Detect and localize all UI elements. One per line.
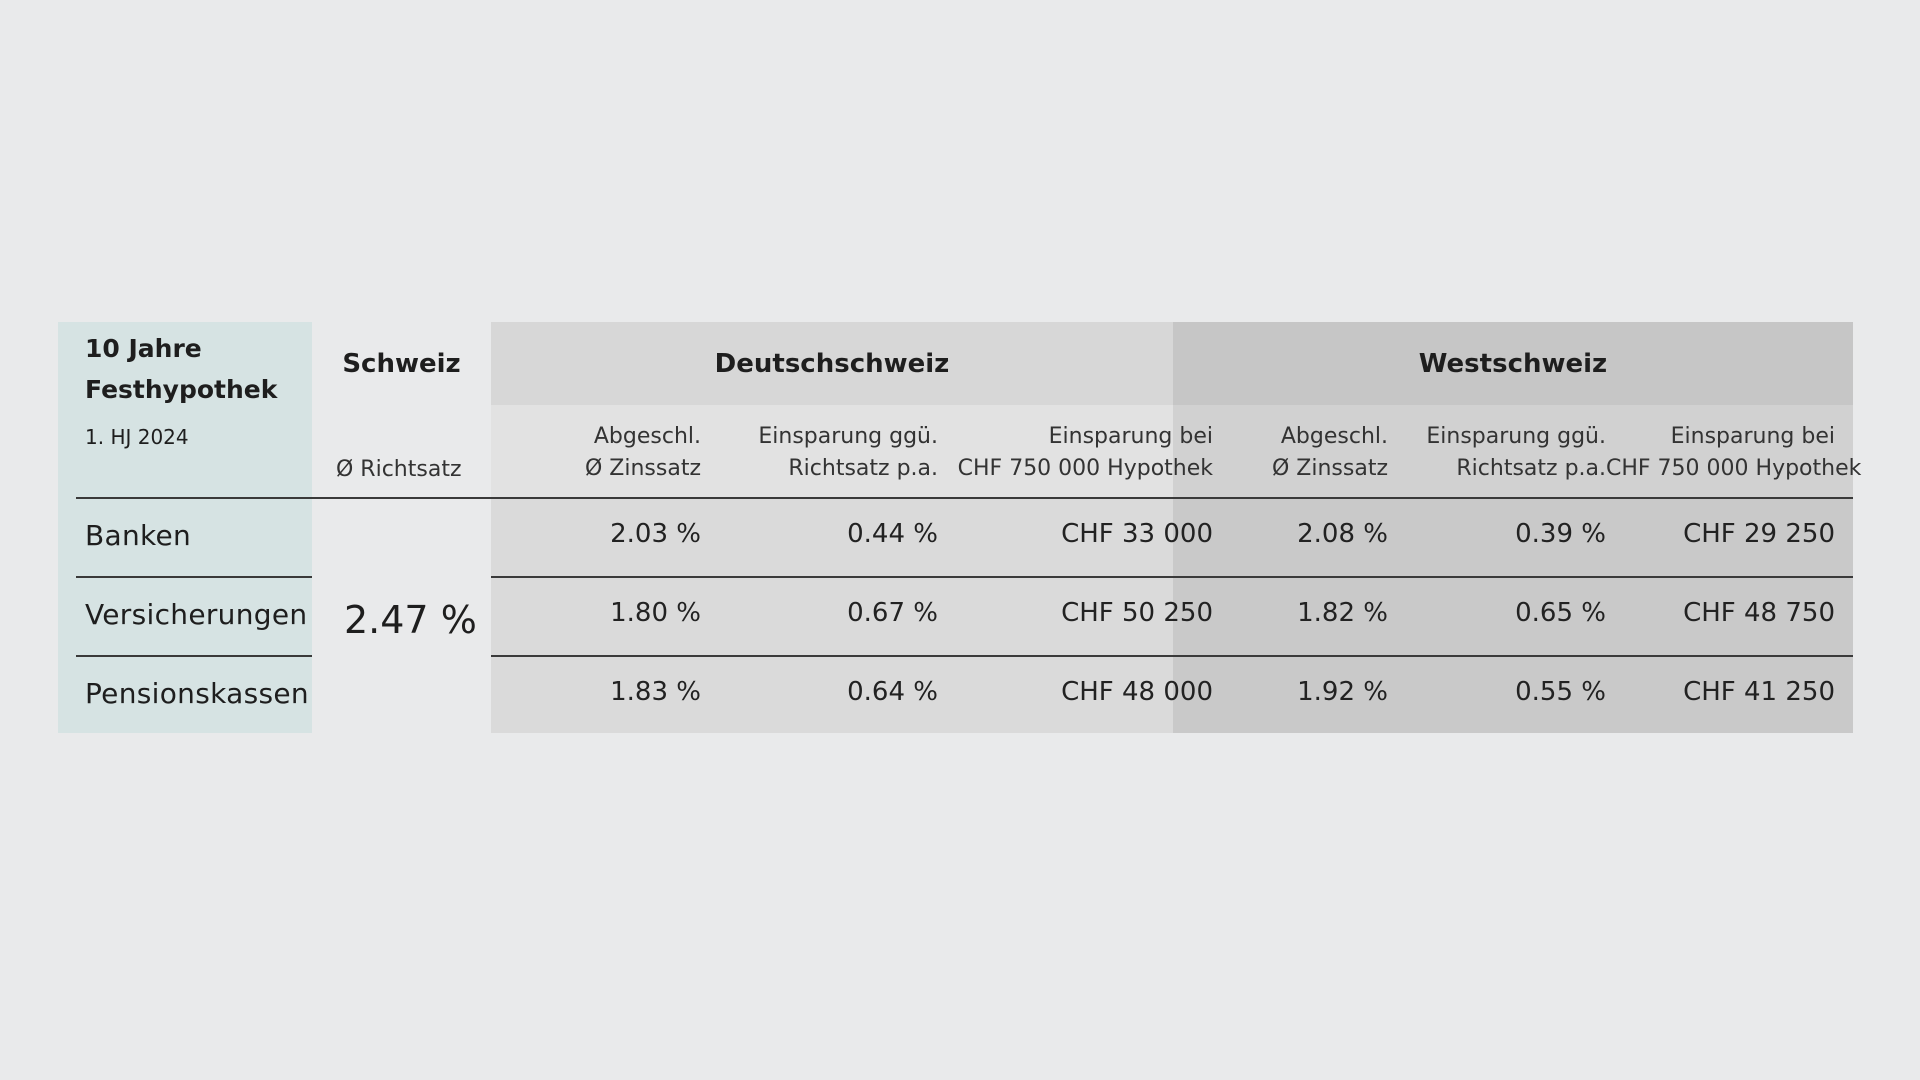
row-label-banken: Banken xyxy=(85,519,192,552)
subheader-line: Einsparung bei xyxy=(1670,424,1835,449)
table-title-line: 10 Jahre xyxy=(85,334,202,363)
westschweiz-subheader-background xyxy=(1173,405,1853,498)
group-header-schweiz: Schweiz xyxy=(342,349,461,379)
subheader-line: Ø Zinssatz xyxy=(584,456,701,481)
row-label-versicherungen: Versicherungen xyxy=(85,598,308,631)
cell-banken-de-einsparung-pa: 0.44 % xyxy=(847,519,938,549)
hypothek-table: 10 Jahre Festhypothek 1. HJ 2024 Schweiz… xyxy=(58,322,1862,733)
deutschschweiz-subheader-background xyxy=(491,405,1173,498)
subheader-line: Abgeschl. xyxy=(1280,424,1388,449)
cell-pensionskassen-ws-zinssatz: 1.92 % xyxy=(1297,677,1388,707)
cell-pensionskassen-de-einsparung-chf: CHF 48 000 xyxy=(1061,677,1213,707)
table-title-line: Festhypothek xyxy=(85,375,278,404)
header-divider xyxy=(76,497,1853,499)
cell-pensionskassen-ws-einsparung-pa: 0.55 % xyxy=(1515,677,1606,707)
cell-versicherungen-de-einsparung-pa: 0.67 % xyxy=(847,598,938,628)
cell-pensionskassen-de-einsparung-pa: 0.64 % xyxy=(847,677,938,707)
row-divider xyxy=(76,655,312,657)
cell-versicherungen-de-einsparung-chf: CHF 50 250 xyxy=(1061,598,1213,628)
subheader-line: Einsparung ggü. xyxy=(1426,424,1606,449)
period-label: 1. HJ 2024 xyxy=(85,425,189,449)
deutschschweiz-header-background xyxy=(491,322,1173,405)
cell-versicherungen-ws-einsparung-pa: 0.65 % xyxy=(1515,598,1606,628)
subheader-einsparung-chf-ws: Einsparung bei CHF 750 000 Hypothek xyxy=(1606,421,1862,485)
subheader-line: CHF 750 000 Hypothek xyxy=(957,456,1213,481)
cell-banken-de-zinssatz: 2.03 % xyxy=(610,519,701,549)
cell-pensionskassen-ws-einsparung-chf: CHF 41 250 xyxy=(1683,677,1835,707)
cell-versicherungen-ws-zinssatz: 1.82 % xyxy=(1297,598,1388,628)
group-header-westschweiz: Westschweiz xyxy=(1418,349,1608,379)
subheader-line: Ø Zinssatz xyxy=(1271,456,1388,481)
schweiz-richtsatz-value: 2.47 % xyxy=(344,598,477,642)
subheader-line: Abgeschl. xyxy=(593,424,701,449)
group-header-deutschschweiz: Deutschschweiz xyxy=(714,349,950,379)
row-divider xyxy=(76,576,312,578)
subheader-line: CHF 750 000 Hypothek xyxy=(1606,456,1862,481)
subheader-zinssatz-de: Abgeschl. Ø Zinssatz xyxy=(491,421,701,485)
subheader-zinssatz-ws: Abgeschl. Ø Zinssatz xyxy=(1173,421,1388,485)
subheader-line: Richtsatz p.a. xyxy=(1456,456,1606,481)
subheader-einsparung-chf-de: Einsparung bei CHF 750 000 Hypothek xyxy=(938,421,1213,485)
subheader-einsparung-pa-de: Einsparung ggü. Richtsatz p.a. xyxy=(701,421,938,485)
subheader-line: Einsparung ggü. xyxy=(758,424,938,449)
subheader-einsparung-pa-ws: Einsparung ggü. Richtsatz p.a. xyxy=(1388,421,1606,485)
subheader-line: Richtsatz p.a. xyxy=(788,456,938,481)
cell-banken-ws-zinssatz: 2.08 % xyxy=(1297,519,1388,549)
cell-banken-ws-einsparung-pa: 0.39 % xyxy=(1515,519,1606,549)
row-divider xyxy=(491,576,1853,578)
row-label-pensionskassen: Pensionskassen xyxy=(85,677,309,710)
cell-pensionskassen-de-zinssatz: 1.83 % xyxy=(610,677,701,707)
row-divider xyxy=(491,655,1853,657)
subheader-line: Einsparung bei xyxy=(1048,424,1213,449)
subheader-richtsatz: Ø Richtsatz xyxy=(336,457,462,482)
label-column-background xyxy=(58,322,312,733)
cell-banken-de-einsparung-chf: CHF 33 000 xyxy=(1061,519,1213,549)
cell-versicherungen-de-zinssatz: 1.80 % xyxy=(610,598,701,628)
cell-banken-ws-einsparung-chf: CHF 29 250 xyxy=(1683,519,1835,549)
table-title: 10 Jahre Festhypothek xyxy=(85,328,277,410)
cell-versicherungen-ws-einsparung-chf: CHF 48 750 xyxy=(1683,598,1835,628)
westschweiz-header-background xyxy=(1173,322,1853,405)
